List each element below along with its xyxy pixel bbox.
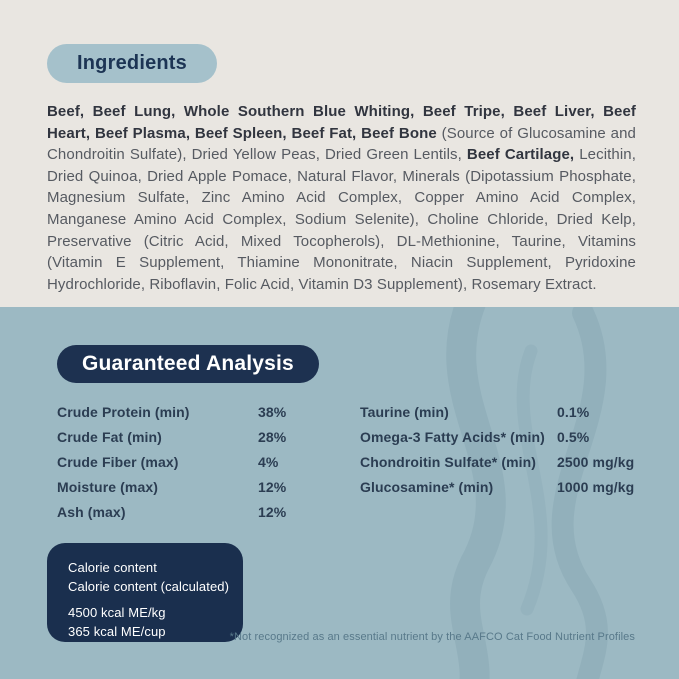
calorie-value-lines: 4500 kcal ME/kg 365 kcal ME/cup	[68, 603, 233, 641]
calorie-line: 4500 kcal ME/kg	[68, 605, 166, 620]
analysis-column-right: Taurine (min) 0.1% Omega-3 Fatty Acids* (m…	[360, 400, 640, 524]
analysis-row: Crude Protein (min) 38%	[57, 400, 360, 425]
analysis-value: 0.1%	[557, 404, 590, 421]
ingredient-segment-bold: Beef Cartilage,	[466, 146, 575, 164]
analysis-label: Moisture (max)	[57, 478, 158, 495]
calorie-line: Calorie content	[68, 560, 157, 575]
analysis-value: 1000 mg/kg	[557, 478, 635, 495]
analysis-row: Omega-3 Fatty Acids* (min) 0.5%	[360, 425, 640, 450]
ingredients-heading: Ingredients	[47, 44, 217, 83]
analysis-row: Crude Fat (min) 28%	[57, 425, 360, 450]
analysis-label: Chondroitin Sulfate* (min)	[360, 453, 537, 470]
analysis-label: Taurine (min)	[360, 404, 449, 421]
analysis-label: Omega-3 Fatty Acids* (min)	[360, 429, 545, 446]
analysis-label: Crude Protein (min)	[57, 404, 190, 421]
analysis-label: Glucosamine* (min)	[360, 478, 494, 495]
analysis-value: 2500 mg/kg	[557, 453, 635, 470]
analysis-table: Crude Protein (min) 38% Crude Fat (min) 28%…	[57, 400, 640, 524]
analysis-row: Glucosamine* (min) 1000 mg/kg	[360, 474, 640, 499]
analysis-value: 0.5%	[557, 429, 590, 446]
guaranteed-analysis-section: Guaranteed Analysis Crude Protein (min) 3…	[0, 307, 679, 679]
analysis-row: Taurine (min) 0.1%	[360, 400, 640, 425]
calorie-content-box: Calorie content Calorie content (calculat…	[47, 543, 243, 642]
analysis-label: Ash (max)	[57, 503, 126, 520]
ingredient-segment-bold: Beef, Beef Lung, Whole Southern Blue Whi…	[47, 103, 636, 142]
guaranteed-analysis-heading: Guaranteed Analysis	[57, 345, 319, 383]
analysis-row: Ash (max) 12%	[57, 499, 360, 524]
ingredient-segment: Lecithin, Dried Quinoa, Dried Apple Poma…	[47, 146, 636, 293]
analysis-label: Crude Fat (min)	[57, 429, 162, 446]
analysis-column-left: Crude Protein (min) 38% Crude Fat (min) 28%…	[57, 400, 360, 524]
calorie-line: 365 kcal ME/cup	[68, 624, 166, 639]
ingredients-section: Ingredients Beef, Beef Lung, Whole South…	[0, 0, 679, 307]
aafco-footnote: *Not recognized as an essential nutrient…	[229, 631, 635, 643]
analysis-label: Crude Fiber (max)	[57, 453, 179, 470]
analysis-value: 12%	[258, 503, 287, 520]
ingredients-text: Beef, Beef Lung, Whole Southern Blue Whi…	[47, 101, 636, 295]
calorie-title-lines: Calorie content Calorie content (calculat…	[68, 558, 233, 596]
analysis-value: 28%	[258, 429, 287, 446]
analysis-value: 38%	[258, 404, 287, 421]
analysis-row: Moisture (max) 12%	[57, 474, 360, 499]
calorie-line: Calorie content (calculated)	[68, 579, 230, 594]
ingredient-segment: (Source of Glucosamine and Chondroitin S…	[47, 124, 636, 164]
analysis-value: 12%	[258, 478, 287, 495]
analysis-value: 4%	[258, 453, 279, 470]
analysis-row: Crude Fiber (max) 4%	[57, 450, 360, 475]
analysis-row: Chondroitin Sulfate* (min) 2500 mg/kg	[360, 450, 640, 475]
